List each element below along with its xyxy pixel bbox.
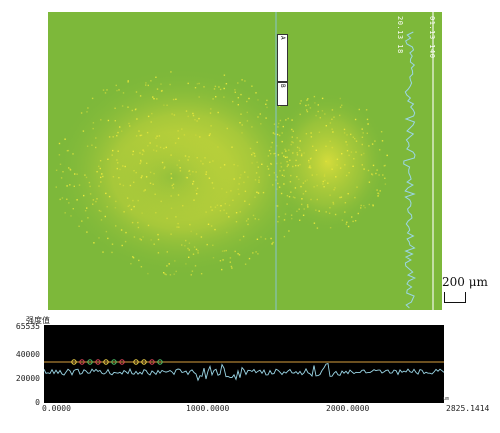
intensity-profile-line: [44, 363, 444, 382]
fluorescence-image[interactable]: 20.13 18 01.13 140 A B: [48, 12, 442, 310]
y-tick-label: 65535: [15, 322, 40, 331]
profile-marker: [157, 359, 163, 365]
vertical-profile-trace: [403, 31, 416, 309]
x-tick-label: 1000.0000: [186, 404, 230, 413]
x-tick-label: 0.0000: [42, 404, 71, 413]
fluorescence-image-svg: [48, 12, 442, 310]
profile-marker: [119, 359, 125, 365]
x-unit-label: um: [443, 396, 450, 402]
x-tick-label: 2825.1414: [446, 404, 490, 413]
overlay-tag-1: 20.13 18: [396, 16, 404, 54]
profile-marker: [141, 359, 147, 365]
profile-svg: [44, 325, 444, 403]
y-tick-label: 0: [35, 398, 40, 407]
profile-marker: [149, 359, 155, 365]
profile-marker: [79, 359, 85, 365]
intensity-profile-plot[interactable]: [44, 325, 444, 403]
profile-title: 强度值: [26, 316, 50, 325]
signal-speckles: [55, 71, 388, 276]
profile-marker: [111, 359, 117, 365]
left-signal-hole: [113, 132, 233, 222]
profile-marker: [71, 359, 77, 365]
profile-marker: [87, 359, 93, 365]
profile-markers: [71, 359, 163, 365]
y-tick-label: 20000: [15, 374, 40, 383]
y-tick-label: 40000: [15, 350, 40, 359]
x-tick-label: 2000.0000: [326, 404, 370, 413]
overlay-tag-2: 01.13 140: [428, 16, 436, 59]
profile-marker: [103, 359, 109, 365]
profile-marker: [95, 359, 101, 365]
profile-marker: [133, 359, 139, 365]
right-signal-region: [268, 92, 388, 232]
scale-bar-label: 200 μm: [442, 275, 488, 289]
marker-box-2[interactable]: B: [277, 82, 288, 106]
scale-bar: [444, 292, 466, 303]
marker-box-1[interactable]: A: [277, 34, 288, 82]
